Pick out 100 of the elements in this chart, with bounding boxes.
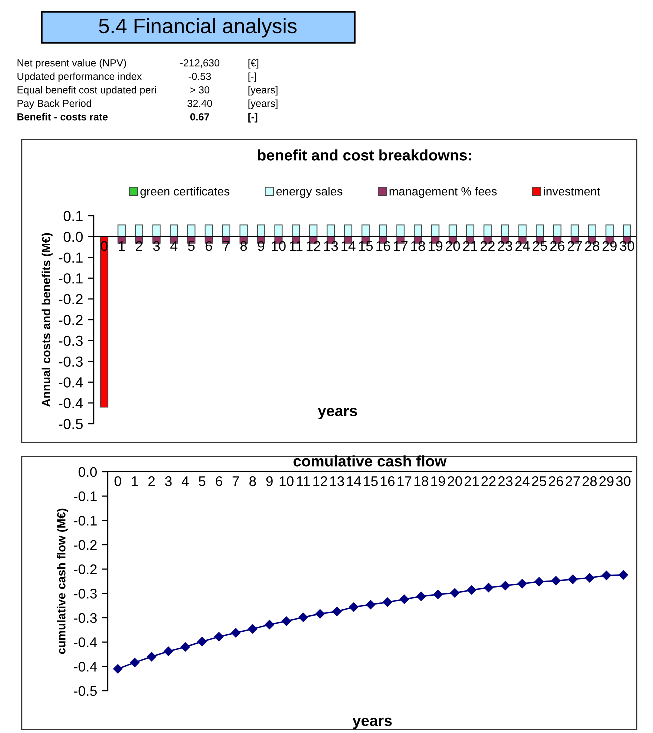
point [248,624,258,634]
point [265,620,274,630]
x-tick-label: 5 [188,241,195,252]
x-tick-label: 9 [266,476,273,486]
text: Updated performance index [18,72,142,82]
x-tick-label: 19 [432,476,446,486]
x-tick-label: 5 [199,476,206,486]
point [164,646,174,656]
x-tick-label: 1 [132,476,138,486]
point [416,592,426,602]
x-tick-label: 23 [498,476,513,486]
y-tick-label: -0.1 [59,252,83,264]
x-tick-label: 27 [568,241,582,252]
x-tick-label: 10 [280,476,294,486]
x-tick-label: 24 [516,241,530,252]
legend-label: energy sales [276,187,343,198]
x-tick-label: 8 [240,241,248,252]
y-tick-label: 0.0 [64,232,84,242]
text: 0.67 [190,114,210,121]
x-tick-label: 10 [272,241,286,252]
point [602,571,612,580]
x-tick-label: 7 [232,476,240,486]
x-tick-label: 9 [258,241,265,252]
y-tick-label: -0.1 [59,274,83,284]
point [434,590,443,600]
point [585,573,594,583]
point [298,612,308,622]
point [113,664,123,674]
x-tick-label: 11 [297,476,310,486]
x-tick-label: 22 [480,241,495,252]
x-tick-label: 29 [602,241,617,252]
point [349,602,359,612]
x-tick-label: 18 [411,241,426,252]
y-tick-label: 0.0 [78,467,98,478]
y-tick-label: -0.3 [74,589,97,599]
x-tick-label: 13 [330,476,344,486]
y-axis-title: cumulative cash flow (M€) [57,508,68,654]
x-tick-label: 20 [446,241,460,252]
point [198,637,207,646]
x-tick-label: 18 [414,476,429,486]
x-axis-title: years [318,408,358,420]
x-tick-label: 15 [359,241,374,252]
text: Pay Back Period [18,100,92,110]
x-tick-label: 2 [148,476,155,486]
x-tick-label: 0 [114,476,122,486]
text: [€] [248,59,259,69]
y-tick-label: -0.5 [59,419,83,430]
point [400,594,410,604]
point [484,583,494,592]
x-tick-label: 29 [600,476,614,486]
text: [-] [248,113,258,123]
point [332,607,342,616]
x-tick-label: 2 [136,241,142,252]
x-tick-label: 17 [394,241,408,252]
x-tick-label: 28 [585,241,600,252]
y-tick-label: -0.2 [59,315,83,326]
x-tick-label: 14 [342,241,356,252]
x-tick-label: 4 [182,476,189,486]
x-tick-label: 8 [250,476,256,486]
y-tick-label: -0.1 [74,516,97,526]
x-tick-label: 26 [550,241,565,252]
text: [years] [248,100,278,110]
y-tick-label: -0.2 [74,540,97,550]
text: 5.4 Financial analysis [99,18,297,38]
text: Equal benefit cost updated peri [18,86,156,96]
x-tick-label: 11 [290,241,303,252]
y-tick-label: -0.2 [74,564,97,575]
point [618,570,628,580]
point [568,574,578,584]
legend-label: green certificates [140,187,230,198]
point [534,577,544,587]
text: -0.53 [188,73,212,80]
point [467,586,477,595]
point [231,628,241,638]
x-tick-label: 14 [347,476,362,486]
y-tick-label: -0.2 [59,294,83,305]
x-tick-label: 22 [482,476,496,486]
point [366,600,376,610]
point [130,658,140,668]
x-tick-label: 16 [376,241,390,252]
chart-title: comulative cash flow [294,456,447,467]
text: -212,630 [180,60,220,68]
y-tick-label: -0.5 [74,686,98,696]
x-tick-label: 3 [165,476,172,486]
x-tick-label: 12 [306,241,321,252]
point [316,609,325,619]
x-tick-label: 23 [498,241,512,252]
point [180,642,190,652]
x-tick-label: 17 [398,476,412,486]
chart-title: benefit and cost breakdowns: [258,150,472,161]
x-tick-label: 25 [533,241,548,252]
point [518,579,528,589]
y-tick-label: 0.1 [64,211,83,222]
text: > 30 [190,86,210,94]
x-tick-label: 24 [515,476,530,486]
x-tick-label: 25 [532,476,546,486]
x-tick-label: 1 [119,241,126,252]
x-tick-label: 27 [566,476,580,486]
x-tick-label: 20 [448,476,462,486]
legend-label: management % fees [390,187,497,198]
